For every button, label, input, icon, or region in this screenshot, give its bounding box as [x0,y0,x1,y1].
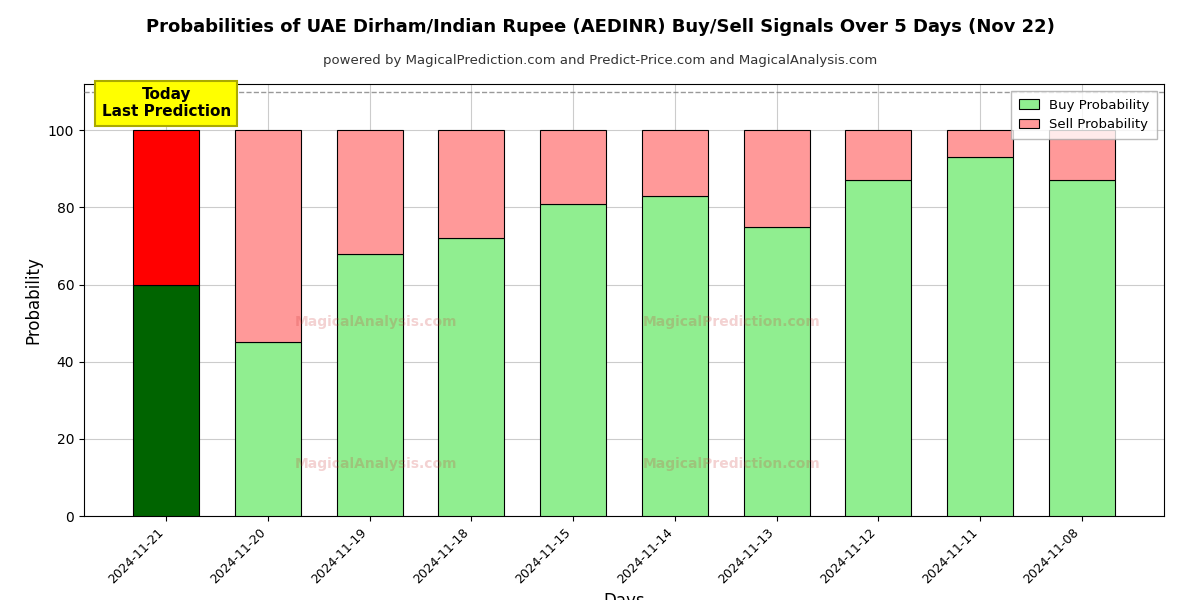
Bar [744,130,810,227]
Bar [540,130,606,203]
Bar [1049,130,1115,181]
Bar [235,343,301,516]
Bar [133,284,199,516]
Bar [438,130,504,238]
Text: powered by MagicalPrediction.com and Predict-Price.com and MagicalAnalysis.com: powered by MagicalPrediction.com and Pre… [323,54,877,67]
Bar [947,157,1013,516]
Y-axis label: Probability: Probability [24,256,42,344]
Bar [336,130,403,254]
Bar [642,130,708,196]
Bar [438,238,504,516]
Bar [336,254,403,516]
Bar [540,203,606,516]
Bar [133,130,199,284]
Text: MagicalPrediction.com: MagicalPrediction.com [643,457,821,471]
Text: Probabilities of UAE Dirham/Indian Rupee (AEDINR) Buy/Sell Signals Over 5 Days (: Probabilities of UAE Dirham/Indian Rupee… [145,18,1055,36]
Bar [845,130,912,181]
Bar [642,196,708,516]
Text: MagicalAnalysis.com: MagicalAnalysis.com [294,457,457,471]
Text: MagicalAnalysis.com: MagicalAnalysis.com [294,314,457,329]
Bar [1049,181,1115,516]
Bar [947,130,1013,157]
Bar [845,181,912,516]
Text: Today
Last Prediction: Today Last Prediction [102,87,230,119]
X-axis label: Days: Days [604,592,644,600]
Bar [235,130,301,343]
Bar [744,227,810,516]
Legend: Buy Probability, Sell Probability: Buy Probability, Sell Probability [1010,91,1158,139]
Text: MagicalPrediction.com: MagicalPrediction.com [643,314,821,329]
